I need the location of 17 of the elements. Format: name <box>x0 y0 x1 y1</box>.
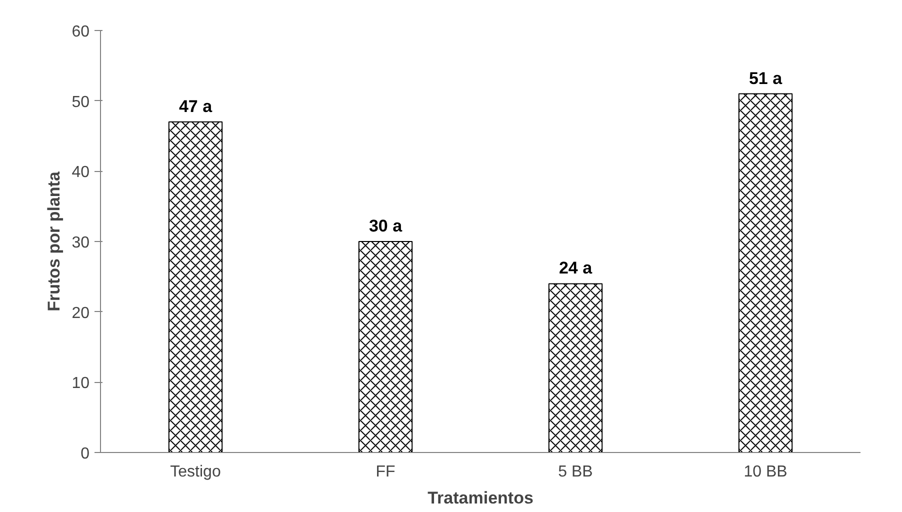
y-tick-label: 50 <box>72 94 90 111</box>
data-label: 24 a <box>558 258 593 278</box>
data-label: 47 a <box>178 96 213 116</box>
x-tick-label: 5 BB <box>558 464 593 480</box>
data-label: 51 a <box>748 68 783 88</box>
y-tick-label: 60 <box>72 24 90 40</box>
y-tick-label: 40 <box>72 164 90 182</box>
x-axis-title: Tratamientos <box>428 488 534 508</box>
x-tick-label: 10 BB <box>744 464 788 480</box>
x-tick-label: FF <box>376 464 396 480</box>
x-tick-label: Testigo <box>170 464 221 480</box>
y-tick-label: 20 <box>72 304 90 322</box>
data-label: 30 a <box>368 216 403 236</box>
y-tick-label: 10 <box>72 375 90 392</box>
y-tick-label: 30 <box>72 234 90 252</box>
y-axis-title: Frutos por planta <box>44 171 64 312</box>
y-tick-label: 0 <box>80 446 90 462</box>
